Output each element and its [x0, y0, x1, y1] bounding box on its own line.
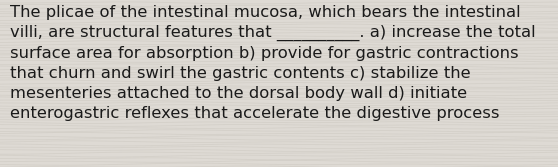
Text: The plicae of the intestinal mucosa, which bears the intestinal
villi, are struc: The plicae of the intestinal mucosa, whi… — [10, 5, 536, 121]
